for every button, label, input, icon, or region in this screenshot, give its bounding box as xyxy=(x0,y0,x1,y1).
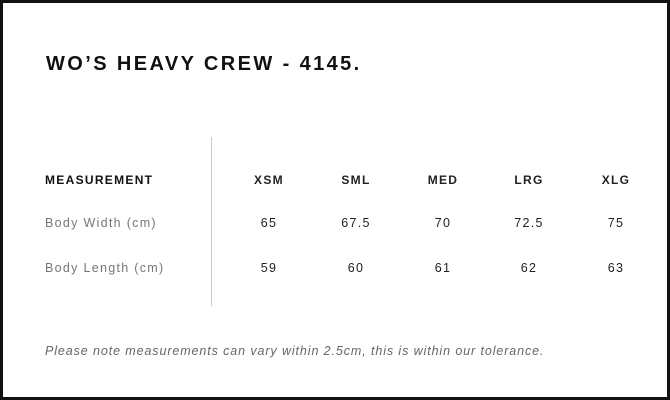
table-cell: 65 xyxy=(260,216,278,230)
column-divider xyxy=(211,137,212,306)
table-cell: 63 xyxy=(607,261,625,275)
table-cell: 61 xyxy=(434,261,452,275)
page-title: WO’S HEAVY CREW - 4145. xyxy=(46,53,362,75)
size-header-lrg: LRG xyxy=(514,173,544,187)
table-cell: 75 xyxy=(607,216,625,230)
size-header-sml: SML xyxy=(341,173,371,187)
size-header-med: MED xyxy=(427,173,459,187)
measurement-header: MEASUREMENT xyxy=(45,173,154,187)
table-cell: 59 xyxy=(260,261,278,275)
table-cell: 70 xyxy=(434,216,452,230)
table-cell: 67.5 xyxy=(341,216,371,230)
table-cell: 62 xyxy=(520,261,538,275)
table-cell: 60 xyxy=(347,261,365,275)
size-header-xlg: XLG xyxy=(601,173,631,187)
table-cell: 72.5 xyxy=(514,216,544,230)
size-header-xsm: XSM xyxy=(254,173,284,187)
row-label-body-length: Body Length (cm) xyxy=(45,261,165,275)
tolerance-note: Please note measurements can vary within… xyxy=(45,344,545,358)
row-label-body-width: Body Width (cm) xyxy=(45,216,157,230)
